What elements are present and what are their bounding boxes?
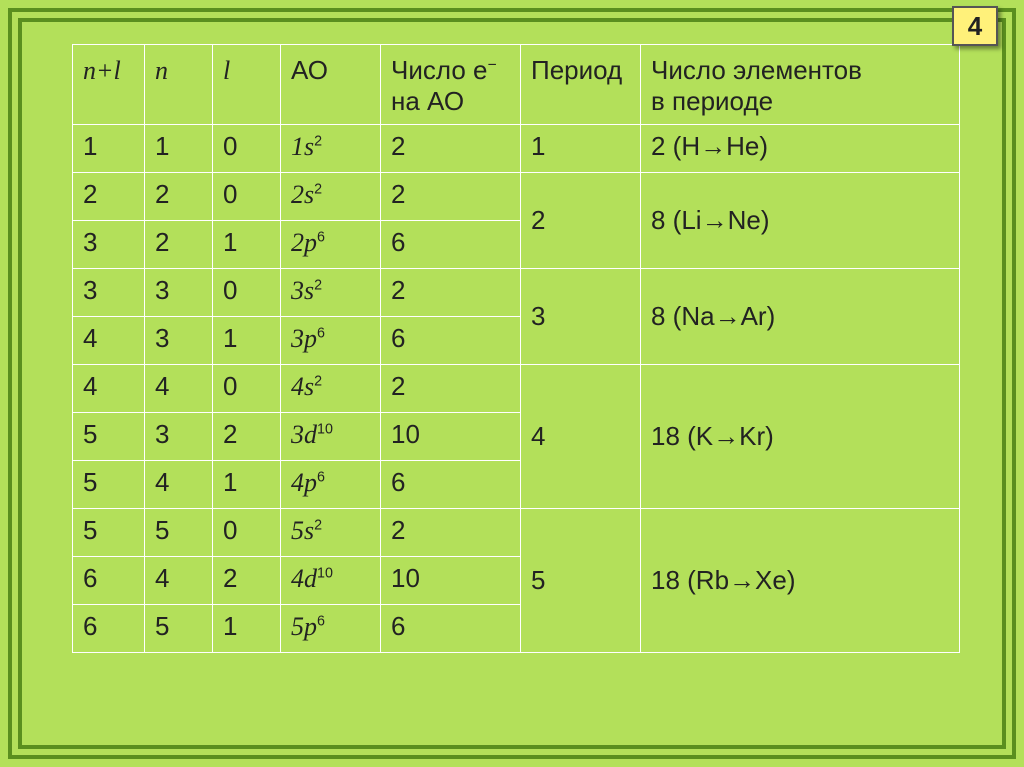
cell-period: 3	[521, 269, 641, 365]
cell-electrons: 2	[381, 269, 521, 317]
col-l: l	[213, 45, 281, 125]
cell-electrons: 2	[381, 365, 521, 413]
col-n-plus-l: n+l	[73, 45, 145, 125]
periodic-fill-table: n+l n l АО Число е− на АО Период Число э…	[72, 44, 960, 653]
cell-n: 3	[145, 317, 213, 365]
cell-electrons: 2	[381, 509, 521, 557]
table-row: 1101s2212 (H→He)	[73, 125, 960, 173]
cell-electrons: 6	[381, 221, 521, 269]
cell-n: 5	[145, 509, 213, 557]
cell-l: 1	[213, 317, 281, 365]
cell-ao: 1s2	[281, 125, 381, 173]
cell-n: 1	[145, 125, 213, 173]
cell-l: 0	[213, 269, 281, 317]
cell-elements-in-period: 2 (H→He)	[641, 125, 960, 173]
cell-electrons: 10	[381, 557, 521, 605]
cell-n-plus-l: 3	[73, 221, 145, 269]
cell-n: 4	[145, 557, 213, 605]
table-row: 2202s2228 (Li→Ne)	[73, 173, 960, 221]
cell-n: 3	[145, 269, 213, 317]
cell-l: 0	[213, 125, 281, 173]
cell-n-plus-l: 1	[73, 125, 145, 173]
cell-n: 2	[145, 173, 213, 221]
cell-elements-in-period: 8 (Na→Ar)	[641, 269, 960, 365]
cell-l: 2	[213, 557, 281, 605]
cell-ao: 5p6	[281, 605, 381, 653]
cell-period: 2	[521, 173, 641, 269]
cell-n-plus-l: 6	[73, 605, 145, 653]
cell-l: 1	[213, 461, 281, 509]
table-row: 5505s22518 (Rb→Xe)	[73, 509, 960, 557]
cell-period: 1	[521, 125, 641, 173]
page-number-badge: 4	[952, 6, 998, 46]
cell-l: 1	[213, 221, 281, 269]
cell-electrons: 10	[381, 413, 521, 461]
cell-l: 1	[213, 605, 281, 653]
page-number: 4	[968, 11, 982, 42]
cell-l: 0	[213, 173, 281, 221]
cell-n-plus-l: 5	[73, 413, 145, 461]
cell-n-plus-l: 5	[73, 509, 145, 557]
cell-electrons: 6	[381, 317, 521, 365]
cell-n-plus-l: 3	[73, 269, 145, 317]
cell-elements-in-period: 18 (Rb→Xe)	[641, 509, 960, 653]
col-n: n	[145, 45, 213, 125]
cell-elements-in-period: 18 (K→Kr)	[641, 365, 960, 509]
cell-electrons: 6	[381, 461, 521, 509]
cell-period: 4	[521, 365, 641, 509]
cell-n-plus-l: 6	[73, 557, 145, 605]
cell-ao: 3s2	[281, 269, 381, 317]
cell-elements-in-period: 8 (Li→Ne)	[641, 173, 960, 269]
cell-l: 2	[213, 413, 281, 461]
cell-l: 0	[213, 365, 281, 413]
cell-ao: 2p6	[281, 221, 381, 269]
cell-ao: 2s2	[281, 173, 381, 221]
cell-ao: 4d10	[281, 557, 381, 605]
col-elements-in-period: Число элементов в периоде	[641, 45, 960, 125]
cell-n: 5	[145, 605, 213, 653]
cell-n-plus-l: 5	[73, 461, 145, 509]
cell-electrons: 2	[381, 125, 521, 173]
cell-electrons: 2	[381, 173, 521, 221]
cell-n-plus-l: 2	[73, 173, 145, 221]
col-period: Период	[521, 45, 641, 125]
cell-n: 4	[145, 461, 213, 509]
table-row: 3303s2238 (Na→Ar)	[73, 269, 960, 317]
cell-ao: 3p6	[281, 317, 381, 365]
cell-n: 2	[145, 221, 213, 269]
col-ao: АО	[281, 45, 381, 125]
slide-background: 4 n+l n l АО Число е− на АО Период	[0, 0, 1024, 767]
cell-n: 3	[145, 413, 213, 461]
cell-l: 0	[213, 509, 281, 557]
cell-n-plus-l: 4	[73, 365, 145, 413]
col-electrons-on-ao: Число е− на АО	[381, 45, 521, 125]
cell-electrons: 6	[381, 605, 521, 653]
cell-n: 4	[145, 365, 213, 413]
table-header-row: n+l n l АО Число е− на АО Период Число э…	[73, 45, 960, 125]
cell-ao: 3d10	[281, 413, 381, 461]
cell-ao: 4s2	[281, 365, 381, 413]
cell-ao: 4p6	[281, 461, 381, 509]
cell-ao: 5s2	[281, 509, 381, 557]
table-row: 4404s22418 (K→Kr)	[73, 365, 960, 413]
cell-period: 5	[521, 509, 641, 653]
cell-n-plus-l: 4	[73, 317, 145, 365]
